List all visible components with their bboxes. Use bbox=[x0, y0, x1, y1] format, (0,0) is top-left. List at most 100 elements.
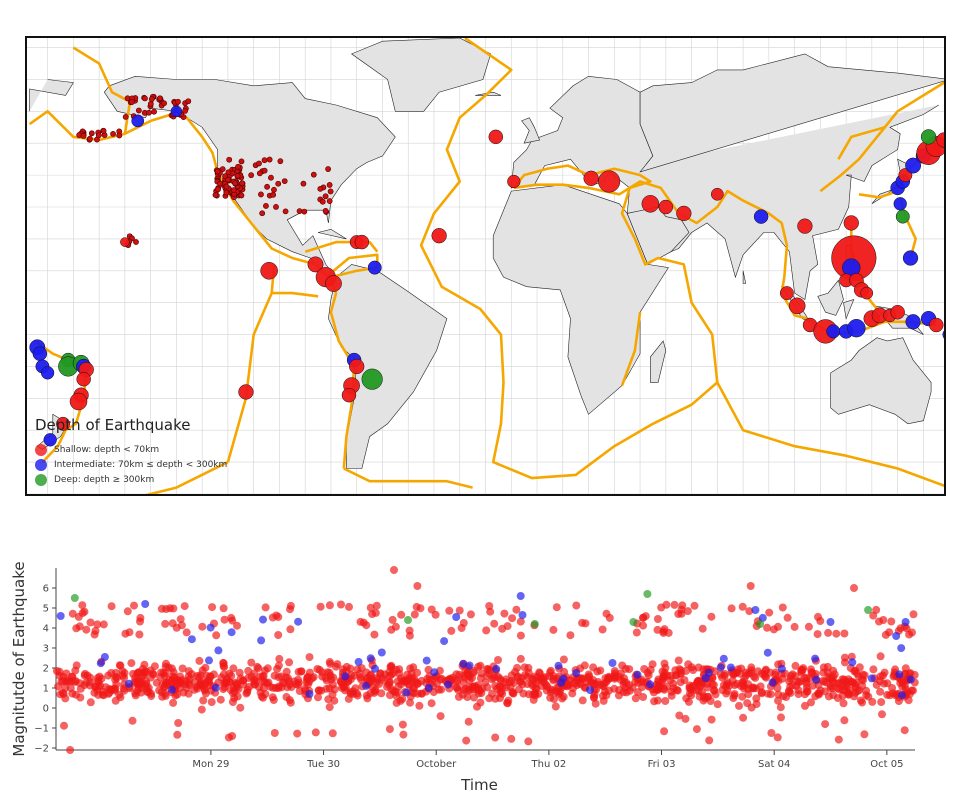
map-point-minor[interactable] bbox=[259, 210, 266, 217]
scatter-point-shallow[interactable] bbox=[305, 653, 314, 662]
scatter-point-intermediate[interactable] bbox=[758, 613, 767, 622]
scatter-point-intermediate[interactable] bbox=[459, 659, 468, 668]
map-point-minor[interactable] bbox=[148, 96, 155, 103]
map-point-intermediate[interactable] bbox=[43, 433, 57, 447]
scatter-point-shallow[interactable] bbox=[509, 678, 518, 687]
scatter-point-shallow[interactable] bbox=[244, 666, 253, 675]
scatter-point-shallow[interactable] bbox=[839, 699, 848, 708]
scatter-point-shallow[interactable] bbox=[388, 615, 397, 624]
scatter-point-shallow[interactable] bbox=[503, 698, 512, 707]
scatter-point-shallow[interactable] bbox=[661, 663, 670, 672]
scatter-point-shallow[interactable] bbox=[638, 683, 647, 692]
scatter-point-intermediate[interactable] bbox=[811, 654, 820, 663]
scatter-point-deep[interactable] bbox=[629, 618, 638, 626]
scatter-point-shallow[interactable] bbox=[399, 730, 408, 739]
scatter-point-shallow[interactable] bbox=[482, 626, 491, 635]
scatter-point-shallow[interactable] bbox=[730, 681, 739, 690]
scatter-point-shallow[interactable] bbox=[560, 667, 569, 676]
scatter-point-shallow[interactable] bbox=[406, 698, 414, 707]
scatter-point-shallow[interactable] bbox=[219, 685, 228, 694]
map-point-minor[interactable] bbox=[110, 131, 116, 137]
scatter-point-shallow[interactable] bbox=[723, 687, 732, 695]
scatter-point-shallow[interactable] bbox=[397, 610, 406, 619]
scatter-point-shallow[interactable] bbox=[853, 669, 861, 678]
scatter-point-intermediate[interactable] bbox=[167, 685, 176, 694]
scatter-point-shallow[interactable] bbox=[814, 612, 822, 621]
scatter-point-shallow[interactable] bbox=[707, 715, 716, 724]
scatter-point-shallow[interactable] bbox=[228, 698, 237, 706]
scatter-point-shallow[interactable] bbox=[550, 695, 559, 704]
scatter-point-shallow[interactable] bbox=[254, 664, 263, 673]
scatter-point-deep[interactable] bbox=[643, 590, 652, 598]
map-point-minor[interactable] bbox=[151, 108, 157, 115]
scatter-point-intermediate[interactable] bbox=[848, 658, 857, 667]
map-point-shallow[interactable] bbox=[120, 237, 130, 247]
scatter-point-intermediate[interactable] bbox=[572, 669, 581, 677]
map-point-shallow[interactable] bbox=[488, 129, 504, 145]
scatter-point-shallow[interactable] bbox=[711, 690, 720, 699]
map-point-minor[interactable] bbox=[317, 185, 324, 192]
scatter-point-intermediate[interactable] bbox=[305, 690, 314, 698]
scatter-point-shallow[interactable] bbox=[66, 684, 75, 693]
scatter-point-intermediate[interactable] bbox=[366, 654, 375, 663]
scatter-point-shallow[interactable] bbox=[239, 676, 248, 685]
scatter-point-shallow[interactable] bbox=[173, 730, 182, 739]
scatter-point-shallow[interactable] bbox=[507, 671, 516, 680]
scatter-point-shallow[interactable] bbox=[885, 628, 894, 637]
map-point-minor[interactable] bbox=[142, 95, 148, 102]
scatter-point-shallow[interactable] bbox=[683, 607, 692, 616]
map-point-minor[interactable] bbox=[322, 207, 329, 214]
map-point-deep[interactable] bbox=[361, 368, 383, 390]
scatter-point-shallow[interactable] bbox=[904, 696, 913, 705]
scatter-point-shallow[interactable] bbox=[328, 690, 337, 699]
scatter-point-shallow[interactable] bbox=[144, 687, 153, 696]
scatter-point-shallow[interactable] bbox=[699, 696, 708, 705]
scatter-point-intermediate[interactable] bbox=[56, 612, 65, 620]
scatter-point-shallow[interactable] bbox=[589, 663, 598, 672]
scatter-point-shallow[interactable] bbox=[830, 670, 839, 679]
scatter-point-shallow[interactable] bbox=[243, 685, 252, 694]
scatter-point-shallow[interactable] bbox=[707, 612, 716, 621]
scatter-point-intermediate[interactable] bbox=[205, 656, 213, 665]
map-point-minor[interactable] bbox=[175, 98, 181, 105]
map-point-shallow[interactable] bbox=[431, 228, 447, 244]
map-point-minor[interactable] bbox=[223, 183, 230, 190]
scatter-point-shallow[interactable] bbox=[464, 717, 473, 726]
scatter-point-intermediate[interactable] bbox=[452, 613, 461, 621]
scatter-point-shallow[interactable] bbox=[596, 666, 605, 675]
scatter-point-shallow[interactable] bbox=[751, 684, 760, 693]
scatter-point-intermediate[interactable] bbox=[430, 668, 439, 677]
scatter-point-shallow[interactable] bbox=[739, 713, 748, 722]
scatter-point-shallow[interactable] bbox=[162, 659, 170, 668]
scatter-point-intermediate[interactable] bbox=[371, 664, 379, 673]
scatter-point-shallow[interactable] bbox=[447, 626, 456, 635]
scatter-point-shallow[interactable] bbox=[199, 696, 208, 705]
scatter-point-shallow[interactable] bbox=[436, 712, 445, 721]
map-point-minor[interactable] bbox=[296, 208, 303, 215]
scatter-point-shallow[interactable] bbox=[661, 697, 670, 705]
map-point-minor[interactable] bbox=[133, 239, 139, 245]
map-point-minor[interactable] bbox=[258, 191, 264, 198]
scatter-point-shallow[interactable] bbox=[690, 601, 699, 610]
scatter-point-shallow[interactable] bbox=[177, 621, 186, 630]
map-point-minor[interactable] bbox=[266, 156, 273, 163]
map-point-minor[interactable] bbox=[145, 109, 152, 116]
map-point-minor[interactable] bbox=[214, 168, 221, 175]
map-point-intermediate[interactable] bbox=[905, 157, 922, 174]
scatter-point-shallow[interactable] bbox=[516, 617, 525, 626]
scatter-point-shallow[interactable] bbox=[160, 671, 169, 680]
scatter-point-intermediate[interactable] bbox=[206, 623, 215, 632]
scatter-point-intermediate[interactable] bbox=[726, 663, 735, 672]
scatter-point-shallow[interactable] bbox=[797, 665, 806, 674]
map-point-intermediate[interactable] bbox=[170, 105, 183, 118]
scatter-point-shallow[interactable] bbox=[169, 698, 178, 707]
map-point-deep[interactable] bbox=[920, 129, 937, 145]
scatter-point-shallow[interactable] bbox=[309, 673, 318, 682]
scatter-point-shallow[interactable] bbox=[508, 614, 517, 623]
map-point-minor[interactable] bbox=[282, 208, 289, 215]
scatter-point-shallow[interactable] bbox=[512, 605, 521, 614]
legend-item-intermediate[interactable]: Intermediate: 70km ≤ depth < 300km bbox=[35, 457, 227, 472]
scatter-point-shallow[interactable] bbox=[774, 622, 782, 631]
scatter-point-shallow[interactable] bbox=[71, 690, 80, 699]
map-point-minor[interactable] bbox=[327, 188, 334, 195]
